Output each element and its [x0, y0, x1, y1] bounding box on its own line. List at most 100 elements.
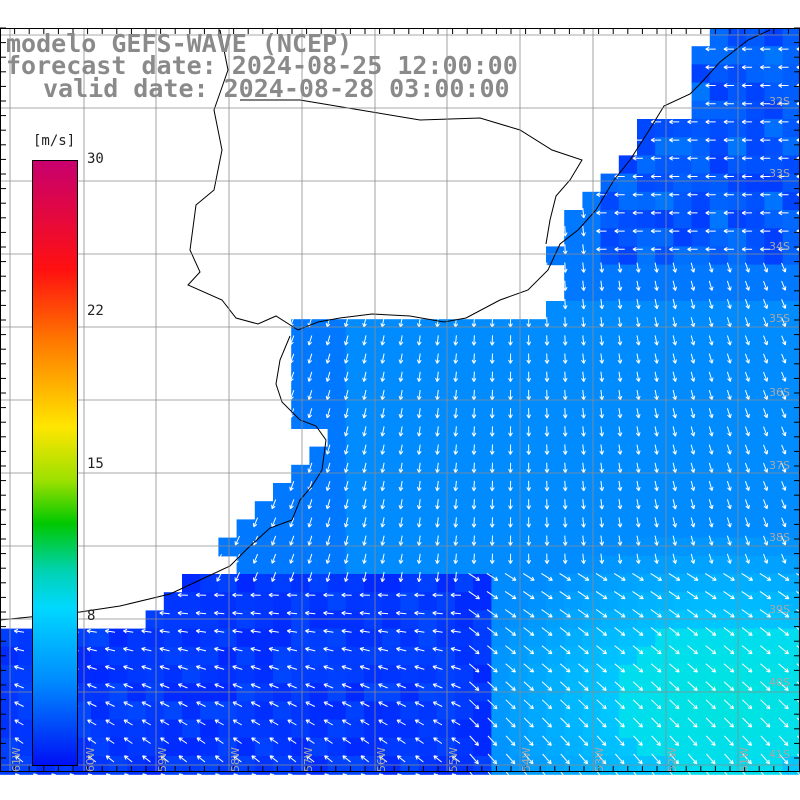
wind-cell — [255, 538, 274, 557]
wind-cell — [601, 392, 620, 411]
wind-cell — [746, 447, 765, 466]
wind-cell — [309, 392, 328, 411]
wind-cell — [510, 519, 529, 538]
wind-cell — [455, 447, 474, 466]
wind-cell — [582, 337, 601, 356]
wind-cell — [473, 683, 492, 702]
lon-label: 61W — [10, 747, 23, 772]
wind-cell — [419, 519, 438, 538]
wind-cell — [291, 374, 310, 393]
wind-cell — [309, 574, 328, 593]
wind-cell — [473, 720, 492, 739]
wind-cell — [291, 501, 310, 520]
wind-cell — [528, 483, 547, 502]
wind-cell — [601, 465, 620, 484]
wind-cell — [291, 337, 310, 356]
wind-cell — [491, 556, 510, 575]
wind-cell — [473, 465, 492, 484]
wind-cell — [491, 538, 510, 557]
wind-cell — [546, 556, 565, 575]
wind-cell — [582, 374, 601, 393]
wind-cell — [510, 665, 529, 684]
wind-cell — [692, 356, 711, 375]
wind-cell — [728, 574, 747, 593]
wind-cell — [673, 447, 692, 466]
lat-label: 38S — [769, 531, 790, 544]
wind-cell — [564, 556, 583, 575]
wind-cell — [582, 501, 601, 520]
wind-cell — [510, 501, 529, 520]
wind-cell — [473, 319, 492, 338]
wind-cell — [746, 301, 765, 320]
wind-cell — [437, 374, 456, 393]
wind-cell — [601, 665, 620, 684]
wind-cell — [619, 610, 638, 629]
wind-cell — [673, 483, 692, 502]
wind-cell — [510, 683, 529, 702]
wind-cell — [400, 428, 419, 447]
wind-cell — [528, 356, 547, 375]
wind-cell — [673, 319, 692, 338]
wind-cell — [564, 465, 583, 484]
wind-cell — [764, 629, 783, 648]
wind-cell — [437, 447, 456, 466]
wind-cell — [637, 428, 656, 447]
wind-cell — [710, 465, 729, 484]
wind-cell — [655, 501, 674, 520]
wind-cell — [728, 374, 747, 393]
wind-cell — [692, 556, 711, 575]
wind-cell — [692, 501, 711, 520]
wind-cell — [528, 337, 547, 356]
wind-cell — [601, 629, 620, 648]
lon-label: 58W — [229, 747, 242, 772]
wind-cell — [382, 483, 401, 502]
wind-cell — [419, 392, 438, 411]
wind-cell — [655, 592, 674, 611]
wind-cell — [491, 410, 510, 429]
wind-cell — [564, 301, 583, 320]
wind-cell — [528, 538, 547, 557]
wind-cell — [364, 556, 383, 575]
wind-cell — [655, 410, 674, 429]
wind-cell — [309, 337, 328, 356]
wind-cell — [728, 283, 747, 302]
wind-cell — [491, 337, 510, 356]
wind-cell — [328, 447, 347, 466]
wind-cell — [673, 465, 692, 484]
wind-cell — [710, 28, 729, 47]
lat-label: 36S — [769, 386, 790, 399]
wind-cell — [510, 356, 529, 375]
wind-cell — [382, 501, 401, 520]
wind-cell — [564, 319, 583, 338]
wind-cell — [582, 319, 601, 338]
wind-cell — [728, 410, 747, 429]
wind-cell — [655, 428, 674, 447]
wind-cell — [764, 483, 783, 502]
wind-cell — [783, 629, 800, 648]
lon-label: 59W — [156, 747, 169, 772]
wind-cell — [273, 483, 292, 502]
wind-cell — [564, 683, 583, 702]
lat-label: 41S — [769, 748, 790, 761]
wind-cell — [655, 265, 674, 284]
wind-cell — [455, 428, 474, 447]
wind-cell — [564, 428, 583, 447]
wind-cell — [728, 556, 747, 575]
wind-cell — [673, 610, 692, 629]
lat-label: 34S — [769, 240, 790, 253]
wind-cell — [619, 465, 638, 484]
wind-cell — [564, 592, 583, 611]
wind-cell — [619, 701, 638, 720]
wind-cell — [564, 210, 583, 229]
wind-cell — [364, 519, 383, 538]
wind-cell — [400, 392, 419, 411]
wind-cell — [546, 629, 565, 648]
wind-cell — [746, 574, 765, 593]
wind-cell — [309, 447, 328, 466]
wind-cell — [764, 556, 783, 575]
wind-cell — [619, 410, 638, 429]
wind-cell — [546, 246, 565, 265]
wind-cell — [728, 483, 747, 502]
wind-cell — [546, 410, 565, 429]
wind-cell — [364, 574, 383, 593]
